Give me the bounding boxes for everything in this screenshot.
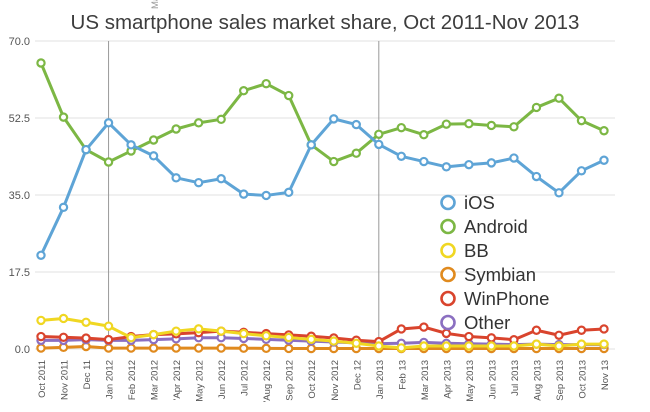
svg-text:Oct 2013: Oct 2013: [577, 360, 588, 399]
svg-text:WinPhone: WinPhone: [464, 288, 549, 309]
svg-text:Feb 2012: Feb 2012: [127, 360, 138, 400]
svg-text:Apr 2013: Apr 2013: [442, 360, 453, 399]
svg-text:Symbian: Symbian: [464, 264, 536, 285]
svg-text:Oct 2011: Oct 2011: [37, 360, 48, 398]
svg-text:Dec 12: Dec 12: [352, 360, 363, 390]
svg-text:Jan 2012: Jan 2012: [105, 360, 116, 399]
svg-text:BB: BB: [464, 240, 489, 261]
svg-text:0.0: 0.0: [15, 344, 30, 356]
svg-text:52.5: 52.5: [9, 113, 30, 125]
svg-text:Jul 2013: Jul 2013: [510, 360, 521, 396]
svg-text:Dec 11: Dec 11: [82, 360, 93, 389]
svg-text:Nov 2011: Nov 2011: [60, 360, 71, 400]
svg-text:Sep 2013: Sep 2013: [555, 360, 566, 401]
svg-text:Nov 13: Nov 13: [600, 360, 611, 390]
svg-text:'Apr 2012: 'Apr 2012: [172, 360, 183, 400]
svg-text:Oct 2012: Oct 2012: [307, 360, 318, 399]
svg-text:Nov 2012: Nov 2012: [330, 360, 341, 401]
svg-text:iOS: iOS: [464, 192, 495, 213]
svg-text:Aug 2013: Aug 2013: [532, 360, 543, 401]
svg-text:Jul 2012: Jul 2012: [240, 360, 251, 396]
svg-text:Mar 2012: Mar 2012: [150, 0, 161, 9]
svg-text:70.0: 70.0: [9, 36, 30, 48]
svg-text:17.5: 17.5: [9, 267, 30, 279]
svg-text:May 2012: May 2012: [195, 360, 206, 402]
svg-text:Sep 2012: Sep 2012: [285, 360, 296, 401]
svg-text:Jun 2013: Jun 2013: [487, 360, 498, 399]
svg-text:35.0: 35.0: [9, 190, 30, 202]
svg-text:May 2013: May 2013: [465, 360, 476, 402]
svg-text:Jun 2012: Jun 2012: [217, 360, 228, 399]
svg-text:Jan 2013: Jan 2013: [375, 360, 386, 399]
svg-text:Android: Android: [464, 216, 528, 237]
svg-text:'Aug 2012: 'Aug 2012: [262, 360, 273, 403]
svg-text:Mar 2013: Mar 2013: [420, 360, 431, 400]
svg-text:Other: Other: [464, 312, 510, 333]
svg-text:Mar 2012: Mar 2012: [150, 360, 161, 400]
svg-text:Feb 13: Feb 13: [397, 360, 408, 390]
